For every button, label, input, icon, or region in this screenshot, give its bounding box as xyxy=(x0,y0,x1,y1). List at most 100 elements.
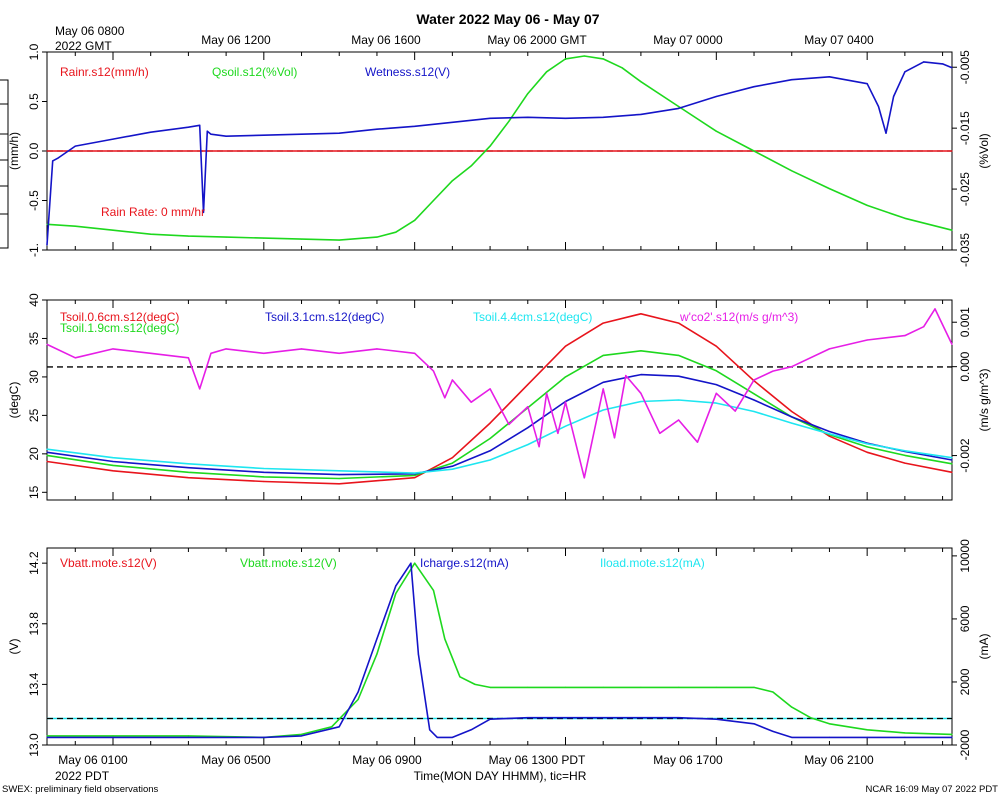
series-point-cyan xyxy=(753,410,755,413)
plot-frame xyxy=(46,547,953,746)
legend-entry-red: Tsoil.0.6cm.s12(degC) xyxy=(60,310,179,324)
series-point-red xyxy=(564,345,567,347)
right-y-tick-label: -0.025 xyxy=(958,172,972,206)
series-point-green xyxy=(951,463,953,465)
series-point-green xyxy=(489,145,491,147)
series-point-magenta xyxy=(696,441,699,443)
series-point-green xyxy=(187,235,189,237)
series-point-green xyxy=(951,229,953,231)
series-point-green xyxy=(46,223,48,225)
series-point-blue xyxy=(187,736,189,739)
series-point-green xyxy=(828,723,831,725)
legend-entry-red: Vbatt.mote.s12(V) xyxy=(60,556,157,570)
bottom-axis-year-label: 2022 PDT xyxy=(55,769,110,783)
left-axis-title: (degC) xyxy=(7,382,21,419)
bottom-axis-tick-label: May 06 1700 xyxy=(653,753,723,767)
legend-entry-blue: Tsoil.3.1cm.s12(degC) xyxy=(265,310,384,324)
series-point-green xyxy=(904,217,906,219)
plot-frame xyxy=(46,299,953,501)
top-time-axis: May 06 0800 2022 GMT May 06 1200 May 06 … xyxy=(55,24,874,53)
series-point-magenta xyxy=(923,326,925,328)
bottom-time-axis: May 06 0100 May 06 0500 May 06 0900 May … xyxy=(55,753,874,783)
series-point-magenta xyxy=(414,352,416,354)
series-point-green xyxy=(470,165,472,167)
series-point-green xyxy=(640,350,642,352)
series-point-blue xyxy=(951,459,953,461)
series-point-blue xyxy=(753,86,755,88)
left-y-tick-label: 13.8 xyxy=(27,612,41,636)
series-point-cyan xyxy=(602,409,604,411)
rain-rate-annotation: Rain Rate: 0 mm/hr xyxy=(101,205,205,219)
right-y-tick-label: 0.001 xyxy=(958,307,972,337)
series-point-blue xyxy=(564,117,567,119)
water-rain-panel: -1. -0.5 0.0 0.5 1.0 (mm/h) -0.035 -0.025 -0.015… xyxy=(7,43,991,267)
series-point-green xyxy=(602,58,604,60)
series-point-green xyxy=(300,733,303,736)
series-point-green xyxy=(395,592,397,595)
series-point-green xyxy=(46,454,48,456)
legend-entry-green: Qsoil.s12(%Vol) xyxy=(212,65,297,79)
series-point-cyan xyxy=(678,399,680,401)
series-point-blue xyxy=(376,128,378,130)
series-point-magenta xyxy=(432,370,435,372)
series-point-green xyxy=(772,691,774,693)
series-point-blue xyxy=(436,736,438,739)
series-point-magenta xyxy=(300,348,303,350)
series-point-cyan xyxy=(791,422,793,424)
series-point-blue xyxy=(52,160,54,162)
series-point-cyan xyxy=(338,470,340,472)
series-point-cyan xyxy=(112,457,114,459)
right-y-tick-label: 6000 xyxy=(958,605,972,632)
series-point-green xyxy=(791,170,793,172)
series-point-red xyxy=(904,462,906,464)
series-point-red xyxy=(187,477,189,479)
series-point-green xyxy=(459,676,461,678)
series-point-green xyxy=(546,71,548,73)
legend-entry-green: Vbatt.mote.s12(V) xyxy=(240,556,337,570)
series-point-green xyxy=(414,474,416,476)
top-axis-tick-label: May 07 0000 xyxy=(653,33,723,47)
series-point-cyan xyxy=(866,443,868,445)
series-point-blue xyxy=(904,71,906,73)
series-point-green xyxy=(678,686,680,689)
series-point-blue xyxy=(46,736,48,739)
series-point-blue xyxy=(451,465,453,467)
series-point-magenta xyxy=(74,357,76,359)
series-point-blue xyxy=(640,113,642,115)
series-point-blue xyxy=(112,460,114,463)
series-point-green xyxy=(474,683,476,686)
top-axis-tick-label: May 06 2000 GMT xyxy=(487,33,587,47)
series-point-magenta xyxy=(527,406,529,408)
series-point-green xyxy=(225,236,227,238)
series-point-blue xyxy=(602,381,604,383)
footer-right-stamp: NCAR 16:09 May 07 2022 PDT xyxy=(865,784,998,795)
series-point-cyan xyxy=(527,444,529,446)
series-point-blue xyxy=(489,718,491,720)
series-point-red xyxy=(112,470,114,472)
series-point-red xyxy=(338,483,340,485)
series-point-red xyxy=(828,435,831,437)
series-point-blue xyxy=(791,416,793,418)
bottom-axis-tick-label: May 06 2100 xyxy=(804,753,874,767)
series-point-cyan xyxy=(828,433,831,435)
series-point-green xyxy=(866,729,868,731)
series-point-blue xyxy=(263,134,265,136)
series-point-green xyxy=(263,476,265,478)
series-point-blue xyxy=(410,562,412,564)
series-point-blue xyxy=(893,95,895,98)
series-point-magenta xyxy=(659,432,661,434)
series-point-red xyxy=(414,477,416,479)
series-point-green xyxy=(753,686,755,689)
series-point-green xyxy=(753,150,755,152)
left-y-tick-label: 0.0 xyxy=(27,142,41,159)
left-y-tick-label: 13.0 xyxy=(27,733,41,757)
top-axis-tick-label: May 06 1200 xyxy=(201,33,271,47)
left-y-tick-label: -0.5 xyxy=(27,190,41,211)
left-y-tick-label: -1. xyxy=(27,243,41,257)
series-point-cyan xyxy=(263,467,265,470)
series-point-blue xyxy=(828,76,831,78)
series-point-green xyxy=(489,686,491,689)
series-point-green xyxy=(338,477,340,480)
left-y-tick-label: 30 xyxy=(27,370,41,384)
series-point-cyan xyxy=(904,450,906,452)
